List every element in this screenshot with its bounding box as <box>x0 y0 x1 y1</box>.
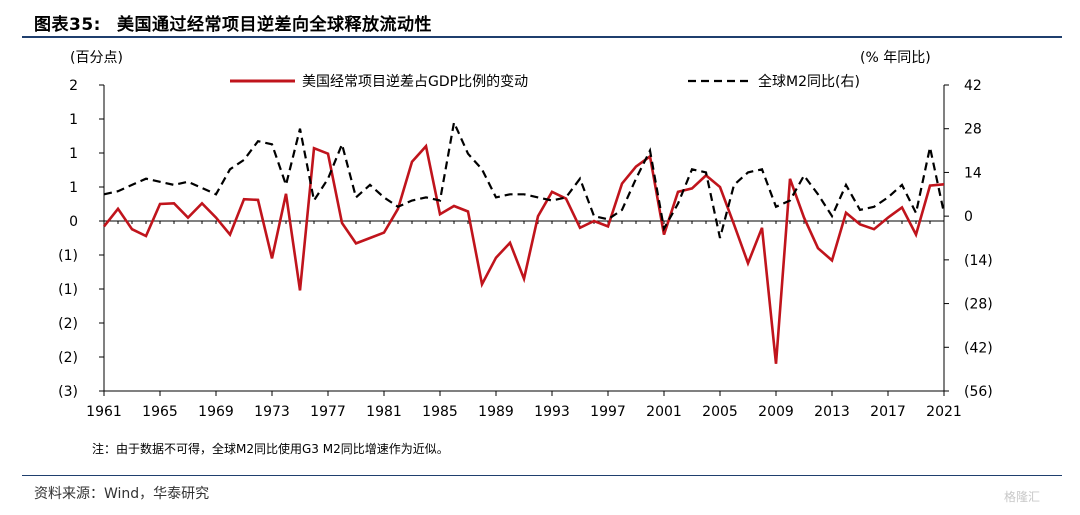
legend-label-us-deficit: 美国经常项目逆差占GDP比例的变动 <box>302 74 528 90</box>
figure-title-text: 美国通过经常项目逆差向全球释放流动性 <box>116 15 432 35</box>
figure-title: 图表35: 美国通过经常项目逆差向全球释放流动性 <box>34 10 432 35</box>
x-tick-label: 1973 <box>254 404 290 420</box>
figure-number: 图表35: <box>34 15 101 35</box>
right-tick-label: 14 <box>964 165 982 181</box>
left-axis-unit: (百分点) <box>70 50 123 66</box>
left-tick-label: (3) <box>58 384 78 400</box>
right-tick-label: (28) <box>964 297 993 313</box>
right-tick-label: (56) <box>964 384 993 400</box>
x-tick-label: 2009 <box>758 404 794 420</box>
right-tick-label: 0 <box>964 209 973 225</box>
right-tick-label: (14) <box>964 253 993 269</box>
watermark: 格隆汇 <box>1004 490 1041 504</box>
x-tick-label: 1989 <box>478 404 514 420</box>
left-tick-label: 1 <box>69 112 78 128</box>
left-tick-label: 2 <box>69 78 78 94</box>
series-line-us-deficit <box>102 143 945 364</box>
right-tick-label: (42) <box>964 340 993 356</box>
right-tick-label: 42 <box>964 78 982 94</box>
x-tick-label: 1969 <box>198 404 234 420</box>
right-tick-label: 28 <box>964 122 982 138</box>
x-tick-label: 1985 <box>422 404 458 420</box>
x-tick-label: 2017 <box>870 404 906 420</box>
series-line-global-m2 <box>103 118 946 239</box>
top-rule <box>22 36 1062 38</box>
legend-label-global-m2: 全球M2同比(右) <box>758 73 860 90</box>
x-tick-label: 2021 <box>926 404 962 420</box>
x-tick-label: 1965 <box>142 404 178 420</box>
right-axis-unit: (% 年同比) <box>860 50 931 66</box>
x-tick-label: 1997 <box>590 404 626 420</box>
x-tick-label: 1981 <box>366 404 402 420</box>
left-tick-label: (2) <box>58 316 78 332</box>
x-tick-label: 1961 <box>86 404 122 420</box>
x-tick-label: 2013 <box>814 404 850 420</box>
bottom-rule <box>22 475 1062 476</box>
left-tick-label: 1 <box>69 146 78 162</box>
source-text: 资料来源：Wind，华泰研究 <box>34 486 210 502</box>
x-tick-label: 1977 <box>310 404 346 420</box>
x-tick-label: 2005 <box>702 404 738 420</box>
left-tick-label: (1) <box>58 282 78 298</box>
left-tick-label: (2) <box>58 350 78 366</box>
chart-note: 注：由于数据不可得，全球M2同比使用G3 M2同比增速作为近似。 <box>92 442 449 456</box>
left-tick-label: (1) <box>58 248 78 264</box>
left-tick-label: 1 <box>69 180 78 196</box>
x-tick-label: 1993 <box>534 404 570 420</box>
x-tick-label: 2001 <box>646 404 682 420</box>
left-tick-label: 0 <box>69 214 78 230</box>
